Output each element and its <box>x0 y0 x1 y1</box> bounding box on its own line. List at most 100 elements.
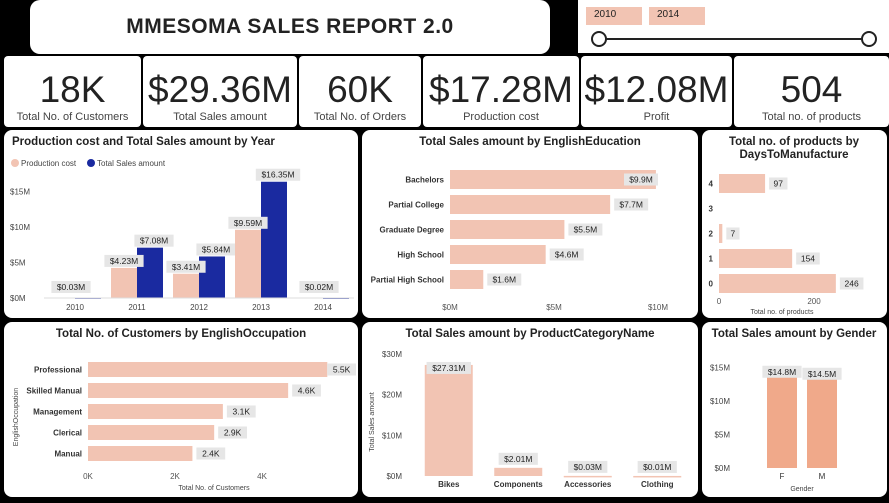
data-label-bg <box>762 365 802 378</box>
x-tick-label: 2012 <box>190 303 208 312</box>
gender-bar-chart[interactable]: Total Sales amount by Gender $0M $5M $10M $… <box>702 322 887 497</box>
year-bar-chart[interactable]: Production cost and Total Sales amount b… <box>4 130 358 318</box>
data-label: $4.6M <box>555 250 579 260</box>
bar[interactable] <box>88 362 328 377</box>
bar[interactable] <box>450 170 656 189</box>
chart-title-line-1: Total no. of products by <box>729 136 860 148</box>
y-tick-label: $5M <box>10 258 26 267</box>
kpi-value: $17.28M <box>429 69 573 110</box>
bar[interactable] <box>494 467 543 476</box>
year-range-slicer[interactable]: 2010 2014 <box>578 0 889 53</box>
legend-total-sales-icon <box>87 159 95 167</box>
chart-card-education[interactable]: Total Sales amount by EnglishEducation B… <box>362 130 698 318</box>
bar[interactable] <box>563 475 612 478</box>
x-tick-label: Clothing <box>641 480 674 489</box>
chart-card-occupation[interactable]: Total No. of Customers by EnglishOccupat… <box>4 322 358 497</box>
y-axis-title: EnglishOccupation <box>13 388 20 446</box>
data-label-bg <box>637 460 677 473</box>
data-label: 4.6K <box>298 386 316 396</box>
bar[interactable] <box>719 274 836 293</box>
kpi-label: Total No. of Customers <box>16 111 129 123</box>
data-label-bg <box>614 198 649 211</box>
x-axis-title: Total No. of Customers <box>178 485 250 492</box>
kpi-production-cost: $17.28M Production cost <box>423 56 579 127</box>
category-label: Manual <box>54 450 82 459</box>
kpi-total-orders: 60K Total No. of Orders <box>299 56 421 127</box>
data-label-production-cost-bg <box>299 281 339 293</box>
bar[interactable] <box>88 383 289 398</box>
slicer-start-handle[interactable] <box>591 31 607 47</box>
category-bar-chart[interactable]: Total Sales amount by ProductCategoryNam… <box>362 322 698 497</box>
bar-total-sales[interactable] <box>261 181 287 298</box>
category-label: Skilled Manual <box>26 387 82 396</box>
bar[interactable] <box>807 370 837 468</box>
bar[interactable] <box>450 220 565 239</box>
slicer-start-year[interactable]: 2010 <box>586 7 642 25</box>
data-label-bg <box>196 447 226 460</box>
data-label: $7.7M <box>619 200 643 210</box>
bar-production-cost[interactable] <box>235 229 261 298</box>
chart-card-days[interactable]: Total no. of products by DaysToManufactu… <box>702 130 887 318</box>
category-label: Partial High School <box>371 276 444 285</box>
y-tick-label: $30M <box>382 350 402 359</box>
data-label-bg <box>839 277 864 290</box>
category-label: 4 <box>709 180 714 189</box>
x-tick-label: $5M <box>546 303 562 312</box>
slicer-end-handle[interactable] <box>861 31 877 47</box>
chart-card-gender[interactable]: Total Sales amount by Gender $0M $5M $10M $… <box>702 322 887 497</box>
bar[interactable] <box>88 425 215 440</box>
bar[interactable] <box>633 475 682 478</box>
data-label-bg <box>549 248 584 261</box>
bar[interactable] <box>719 249 793 268</box>
category-label: Graduate Degree <box>380 226 445 235</box>
chart-card-category[interactable]: Total Sales amount by ProductCategoryNam… <box>362 322 698 497</box>
data-label-bg <box>802 367 842 380</box>
kpi-total-products: 504 Total no. of products <box>734 56 889 127</box>
x-tick-label: 0K <box>83 472 93 481</box>
x-axis-title: Total no. of products <box>750 309 814 316</box>
kpi-value: 504 <box>780 69 843 110</box>
slicer-end-year[interactable]: 2014 <box>649 7 705 25</box>
y-tick-label: $5M <box>714 430 730 439</box>
chart-title: Total Sales amount by EnglishEducation <box>419 136 641 148</box>
bar[interactable] <box>719 224 723 243</box>
y-tick-label: $15M <box>710 363 730 372</box>
x-tick-label: Accessories <box>564 480 612 489</box>
occupation-bar-chart[interactable]: Total No. of Customers by EnglishOccupat… <box>4 322 358 497</box>
category-label: Management <box>33 408 82 417</box>
legend-production-cost[interactable]: Production cost <box>21 159 77 168</box>
legend-total-sales[interactable]: Total Sales amount <box>97 159 166 168</box>
data-label-bg <box>624 173 658 186</box>
chart-card-year[interactable]: Production cost and Total Sales amount b… <box>4 130 358 318</box>
chart-title: Production cost and Total Sales amount b… <box>12 136 275 148</box>
data-label: 97 <box>774 179 784 189</box>
data-label-production-cost-bg <box>51 281 91 293</box>
bar[interactable] <box>450 195 611 214</box>
bar[interactable] <box>450 245 546 264</box>
days-bar-chart[interactable]: Total no. of products by DaysToManufactu… <box>702 130 887 318</box>
data-label-bg <box>218 426 247 439</box>
bar[interactable] <box>424 364 473 476</box>
x-axis-title: Gender <box>790 486 814 493</box>
bar[interactable] <box>88 404 223 419</box>
data-label: 7 <box>731 229 736 239</box>
data-label-bg <box>568 223 603 236</box>
data-label-bg <box>568 460 608 473</box>
kpi-profit: $12.08M Profit <box>581 56 732 127</box>
education-bar-chart[interactable]: Total Sales amount by EnglishEducation B… <box>362 130 698 318</box>
bar-production-cost[interactable] <box>111 267 137 298</box>
bar[interactable] <box>450 270 484 289</box>
data-label-production-cost-bg <box>104 254 144 267</box>
bar[interactable] <box>88 446 193 461</box>
x-tick-label: 0 <box>717 297 722 306</box>
bar[interactable] <box>719 174 766 193</box>
data-label: $14.8M <box>768 367 796 377</box>
kpi-value: 18K <box>39 69 106 110</box>
category-label: 1 <box>709 255 714 264</box>
data-label-production-cost: $0.02M <box>305 282 333 292</box>
data-label-bg <box>726 227 740 240</box>
x-tick-label: $0M <box>442 303 458 312</box>
slicer-track[interactable] <box>600 38 870 40</box>
bar[interactable] <box>767 368 797 468</box>
bar-production-cost[interactable] <box>173 273 199 298</box>
